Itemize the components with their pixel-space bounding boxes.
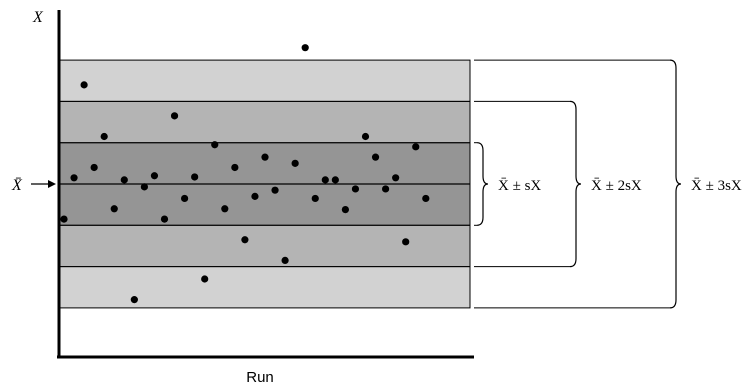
data-point xyxy=(321,176,329,184)
data-point xyxy=(201,275,209,283)
data-point xyxy=(110,205,118,213)
band-brackets: X̄ ± sX X̄ ± 2sX X̄ ± 3sX xyxy=(474,59,742,309)
data-point xyxy=(331,176,339,184)
data-point xyxy=(301,44,309,52)
data-point xyxy=(281,256,289,265)
bracket-brace xyxy=(669,59,682,309)
data-point xyxy=(191,173,199,181)
bracket-brace xyxy=(476,142,489,226)
data-point xyxy=(341,206,349,214)
data-point xyxy=(181,194,189,203)
data-point xyxy=(160,215,169,223)
bracket-3sigma: X̄ ± 3sX xyxy=(474,59,742,309)
data-point xyxy=(100,132,108,141)
data-point xyxy=(70,174,78,182)
mean-label: X̄ xyxy=(11,177,23,194)
data-point xyxy=(392,174,400,182)
data-point xyxy=(80,81,88,89)
data-point xyxy=(140,183,148,191)
data-point xyxy=(291,159,299,167)
data-point xyxy=(150,172,159,180)
data-points xyxy=(60,44,430,304)
mean-arrow-head xyxy=(48,180,56,188)
bracket-1sigma: X̄ ± sX xyxy=(474,142,541,226)
data-point xyxy=(402,238,410,246)
data-point xyxy=(351,185,360,193)
bracket-label: X̄ ± 3sX xyxy=(691,178,742,194)
data-point xyxy=(130,296,138,304)
bracket-2sigma: X̄ ± 2sX xyxy=(474,100,642,268)
bracket-brace xyxy=(569,100,582,268)
data-point xyxy=(231,163,239,172)
data-point xyxy=(90,163,98,172)
bracket-label: X̄ ± 2sX xyxy=(591,178,642,194)
y-axis-label: X xyxy=(32,9,44,26)
mean-marker: X̄ xyxy=(11,177,56,194)
bracket-label: X̄ ± sX xyxy=(498,178,541,194)
data-point xyxy=(170,112,179,120)
data-point xyxy=(422,194,430,203)
data-point xyxy=(251,192,259,200)
data-point xyxy=(311,194,319,203)
data-point xyxy=(60,215,68,223)
data-point xyxy=(261,153,269,161)
data-point xyxy=(271,186,279,194)
data-point xyxy=(241,236,249,244)
data-point xyxy=(412,143,420,151)
data-point xyxy=(371,153,380,161)
data-point xyxy=(221,205,229,213)
data-point xyxy=(120,176,128,184)
x-axis-label: Run xyxy=(246,369,274,386)
data-point xyxy=(361,132,370,141)
data-point xyxy=(211,141,219,149)
data-point xyxy=(382,185,390,193)
